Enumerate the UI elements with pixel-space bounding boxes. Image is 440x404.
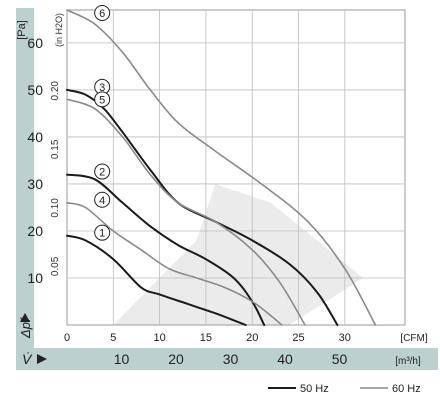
legend-label-60hz: 60 Hz: [392, 383, 421, 395]
series-marker-1: [94, 224, 111, 241]
label-layer: 0 5 10 15 20 25 30 [CFM]102030405060[Pa]0.050.1…: [16, 5, 428, 395]
pa-tick-label: 50: [27, 82, 43, 98]
m3h-tick-label: 30: [223, 351, 239, 367]
inh2o-tick-label: 0.10: [50, 198, 61, 218]
v-symbol: V̇: [22, 351, 33, 367]
fan-curve-2: [66, 173, 266, 326]
pa-tick-label: 10: [27, 270, 43, 286]
pa-tick-label: 30: [27, 176, 43, 192]
cfm-tick-label: 10: [153, 332, 165, 344]
series-label-3: 3: [99, 82, 105, 94]
series-label-4: 4: [99, 195, 105, 207]
series-label-6: 6: [99, 8, 105, 20]
pa-tick-label: 60: [27, 35, 43, 51]
dp-arrow-icon: [20, 313, 30, 322]
cfm-unit-label: [CFM]: [400, 333, 427, 344]
series-label-2: 2: [99, 167, 105, 179]
fan-curve-1: [66, 234, 247, 326]
m3h-tick-label: 20: [168, 351, 184, 367]
cfm-tick-label: 25: [292, 332, 304, 344]
inh2o-tick-label: 0.15: [50, 139, 61, 159]
background-layer: [16, 8, 438, 370]
series-marker-4: [94, 191, 111, 208]
pa-unit-label: [Pa]: [16, 20, 28, 40]
m3h-tick-label: 50: [332, 351, 348, 367]
series-marker-6: [94, 5, 111, 21]
pa-axis-band: [16, 8, 34, 348]
cfm-tick-label: 30: [339, 332, 351, 344]
series-marker-5: [94, 91, 111, 108]
cfm-tick-label: 15: [200, 332, 212, 344]
series-marker-2: [94, 163, 111, 180]
m3h-axis-band: [16, 348, 438, 370]
legend-label-50hz: 50 Hz: [300, 383, 329, 395]
fan-curve-4: [66, 202, 283, 326]
inh2o-unit-label: (in H2O): [54, 13, 64, 47]
cfm-tick-label: 20: [246, 332, 258, 344]
fan-curve-6: [66, 9, 377, 326]
pa-tick-label: 20: [27, 223, 43, 239]
dp-symbol: Δpf: [18, 317, 33, 339]
m3h-unit-label: [m³/h]: [395, 356, 421, 367]
series-label-1: 1: [99, 228, 105, 240]
m3h-tick-label: 10: [114, 351, 130, 367]
fan-curve-5: [66, 98, 306, 326]
inh2o-tick-label: 0.20: [50, 81, 61, 101]
operating-area: [113, 183, 364, 325]
v-arrow-icon: [37, 354, 47, 364]
m3h-tick-label: 40: [277, 351, 293, 367]
inh2o-tick-label: 0.05: [50, 256, 61, 276]
cfm-tick-label: 0: [64, 332, 70, 344]
pa-tick-label: 40: [27, 129, 43, 145]
series-label-5: 5: [99, 94, 105, 106]
plot-frame: [66, 9, 406, 326]
cfm-tick-label: 5: [110, 332, 116, 344]
